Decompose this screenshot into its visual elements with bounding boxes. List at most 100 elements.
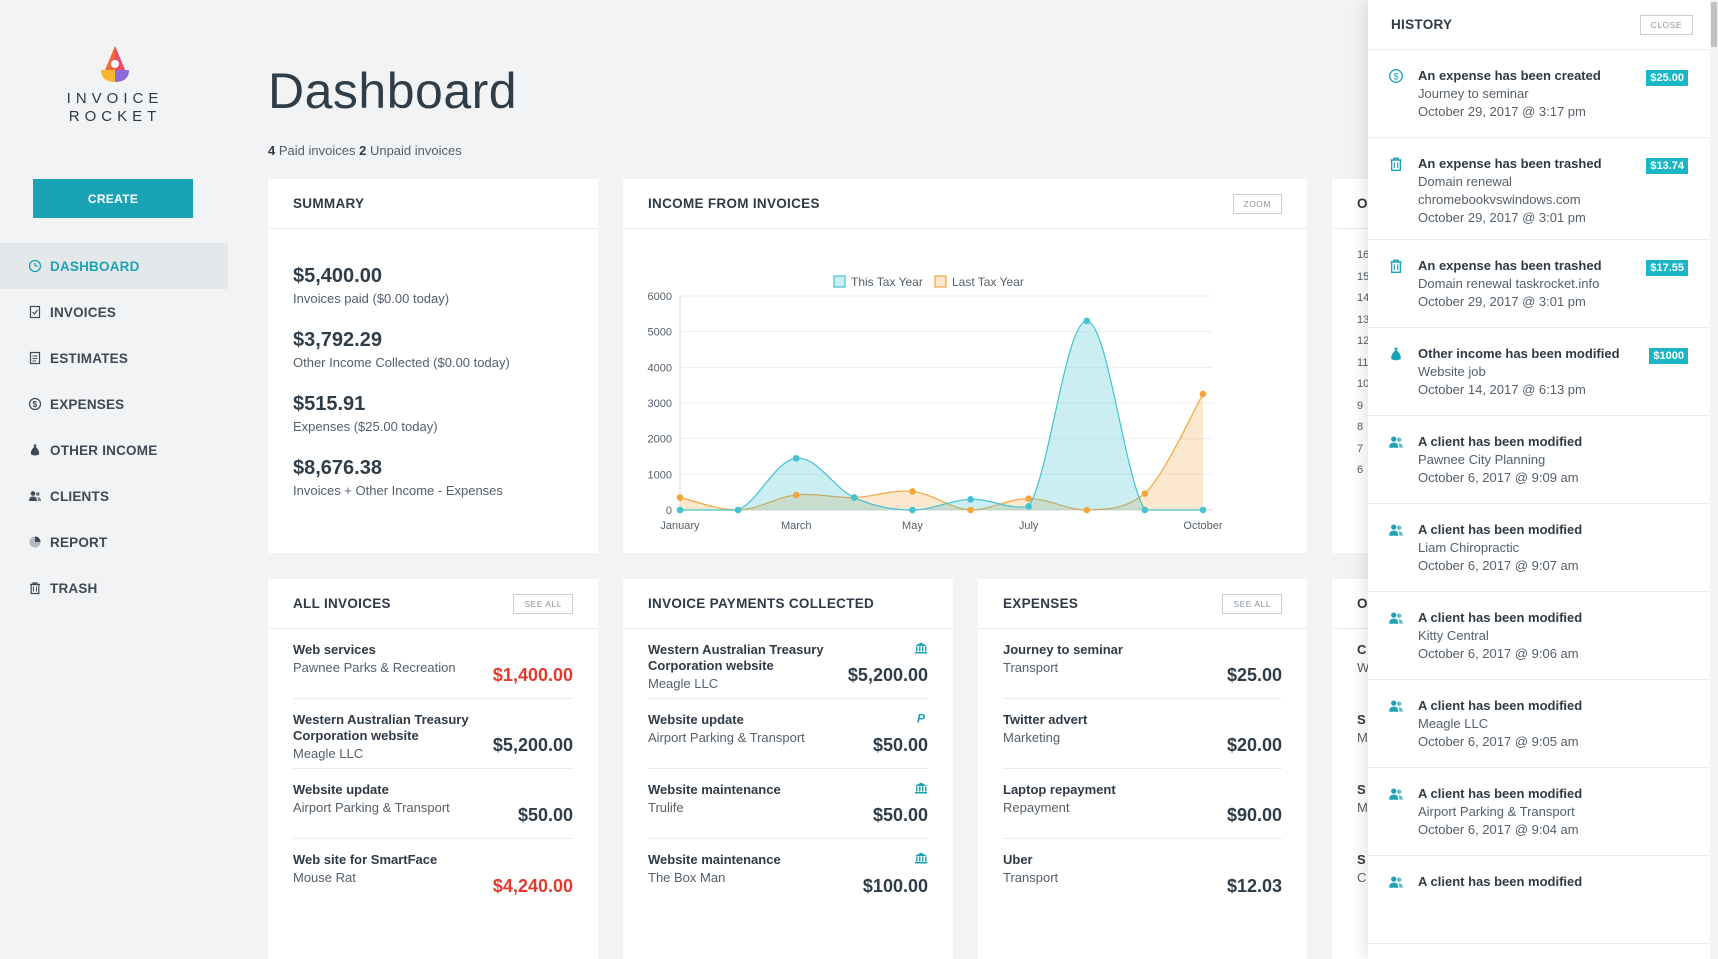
paypal-icon: P [914, 711, 928, 726]
history-item[interactable]: A client has been modified Pawnee City Pl… [1368, 416, 1718, 504]
data-point[interactable] [734, 506, 742, 514]
all-invoices-row[interactable]: Web services Pawnee Parks & Recreation $1,… [293, 629, 573, 699]
nav-item-estimates[interactable]: ESTIMATES [0, 335, 228, 381]
svg-text:$: $ [33, 400, 38, 409]
data-point[interactable] [676, 506, 684, 514]
nav-item-trash[interactable]: TRASH [0, 565, 228, 611]
legend-label[interactable]: Last Tax Year [952, 275, 1024, 289]
money-bag-icon [28, 443, 42, 457]
data-point[interactable] [676, 494, 684, 501]
history-scrollbar[interactable] [1710, 0, 1718, 959]
row-title: Western Australian Treasury Corporation … [648, 642, 824, 673]
all-invoices-row[interactable]: Website update Airport Parking & Transpor… [293, 769, 573, 839]
nav-item-dashboard[interactable]: DASHBOARD [0, 243, 228, 289]
nav-item-expenses[interactable]: $ EXPENSES [0, 381, 228, 427]
data-point[interactable] [1141, 490, 1149, 497]
row-amount: $5,200.00 [847, 665, 928, 685]
see-all-expenses-button[interactable]: SEE ALL [1222, 593, 1282, 614]
data-point[interactable] [909, 506, 916, 514]
expenses-row[interactable]: Uber Transport $12.03 [1003, 839, 1282, 909]
history-item-date: October 6, 2017 @ 9:05 am [1418, 734, 1579, 749]
row-title: Website update [648, 712, 744, 727]
create-button[interactable]: CREATE [33, 179, 193, 218]
unpaid-count: 2 [359, 143, 367, 158]
nav-item-invoices[interactable]: INVOICES [0, 289, 228, 335]
data-point[interactable] [1025, 495, 1032, 502]
history-item[interactable]: An expense has been trashed Domain renewa… [1368, 138, 1718, 240]
summary-item: $5,400.00 Invoices paid ($0.00 today) [293, 265, 573, 306]
nav-item-report[interactable]: REPORT [0, 519, 228, 565]
legend-swatch [934, 275, 947, 288]
see-all-invoices-button[interactable]: SEE ALL [513, 593, 573, 614]
all-invoices-row[interactable]: Western Australian Treasury Corporation … [293, 699, 573, 769]
summary-label: Invoices paid ($0.00 today) [293, 291, 450, 306]
nav-item-other-income[interactable]: OTHER INCOME [0, 427, 228, 473]
history-item[interactable]: A client has been modified [1368, 856, 1718, 944]
payments-row[interactable]: Western Australian Treasury Corporation … [648, 629, 928, 699]
y-tick-label: 1000 [648, 469, 672, 481]
expenses-row[interactable]: Journey to seminar Transport $25.00 [1003, 629, 1282, 699]
data-point[interactable] [1141, 506, 1149, 514]
legend-label[interactable]: This Tax Year [851, 275, 923, 289]
data-point[interactable] [909, 488, 916, 495]
partial-tick-label: 7 [1357, 442, 1364, 455]
row-amount: $25.00 [1226, 665, 1282, 685]
partial-row-title: S [1357, 852, 1366, 867]
data-point[interactable] [1025, 503, 1032, 510]
data-point[interactable] [1199, 506, 1207, 514]
svg-text:$: $ [1393, 71, 1398, 81]
history-item[interactable]: A client has been modified Meagle LLC Octo… [1368, 680, 1718, 768]
payments-row[interactable]: Website maintenance The Box Man $100.00 [648, 839, 928, 909]
x-tick-label: October [1183, 520, 1222, 532]
y-tick-label: 3000 [648, 398, 672, 410]
payments-card: INVOICE PAYMENTS COLLECTED Western Austr… [623, 579, 953, 959]
history-item-detail: Pawnee City Planning [1418, 452, 1546, 467]
summary-title: SUMMARY [293, 196, 365, 211]
row-subtitle: Repayment [1003, 800, 1070, 815]
y-tick-label: 4000 [648, 362, 672, 374]
all-invoices-title: ALL INVOICES [293, 596, 391, 611]
history-item[interactable]: A client has been modified Kitty Central O… [1368, 592, 1718, 680]
history-item[interactable]: $ An expense has been created Journey to s… [1368, 50, 1718, 138]
data-point[interactable] [792, 491, 800, 499]
nav-item-clients[interactable]: CLIENTS [0, 473, 228, 519]
logo[interactable]: INVOICE ROCKET [60, 44, 170, 126]
history-item-title: An expense has been created [1418, 68, 1601, 83]
data-point[interactable] [967, 506, 974, 514]
row-subtitle: Trulife [648, 800, 684, 815]
row-title: Uber [1003, 852, 1033, 867]
dashboard-icon [28, 259, 42, 273]
data-point[interactable] [1199, 390, 1207, 398]
expenses-row[interactable]: Twitter advert Marketing $20.00 [1003, 699, 1282, 769]
zoom-button[interactable]: ZOOM [1232, 193, 1282, 214]
partial-tick-label: 11 [1357, 356, 1369, 369]
history-item[interactable]: Other income has been modified Website jo… [1368, 328, 1718, 416]
data-point[interactable] [967, 496, 974, 503]
history-item[interactable]: A client has been modified Airport Parkin… [1368, 768, 1718, 856]
logo-text-line2: ROCKET [68, 108, 162, 125]
partial-tick-label: 13 [1357, 313, 1370, 326]
row-title: Website maintenance [648, 852, 781, 867]
payments-row[interactable]: Website update Airport Parking & Transpor… [648, 699, 928, 769]
users-icon [1388, 522, 1404, 538]
nav-item-label: REPORT [50, 534, 108, 550]
data-point[interactable] [792, 454, 800, 462]
payments-row[interactable]: Website maintenance Trulife $50.00 [648, 769, 928, 839]
data-point[interactable] [851, 494, 858, 501]
dollar-icon: $ [1388, 68, 1404, 84]
history-scroll-thumb[interactable] [1711, 2, 1717, 47]
history-item-date: October 6, 2017 @ 9:09 am [1418, 470, 1579, 485]
data-point[interactable] [1083, 506, 1091, 514]
history-item[interactable]: An expense has been trashed Domain renewa… [1368, 240, 1718, 328]
history-item-title: A client has been modified [1418, 874, 1583, 889]
bank-icon [914, 851, 928, 865]
close-history-button[interactable]: CLOSE [1639, 14, 1693, 35]
data-point[interactable] [1083, 317, 1091, 325]
all-invoices-row[interactable]: Web site for SmartFace Mouse Rat $4,240.00 [293, 839, 573, 909]
history-item-detail: chromebookvswindows.com [1418, 192, 1581, 207]
history-item-detail: Meagle LLC [1418, 716, 1489, 731]
expenses-row[interactable]: Laptop repayment Repayment $90.00 [1003, 769, 1282, 839]
history-item-date: October 14, 2017 @ 6:13 pm [1418, 382, 1586, 397]
history-item[interactable]: A client has been modified Liam Chiroprac… [1368, 504, 1718, 592]
